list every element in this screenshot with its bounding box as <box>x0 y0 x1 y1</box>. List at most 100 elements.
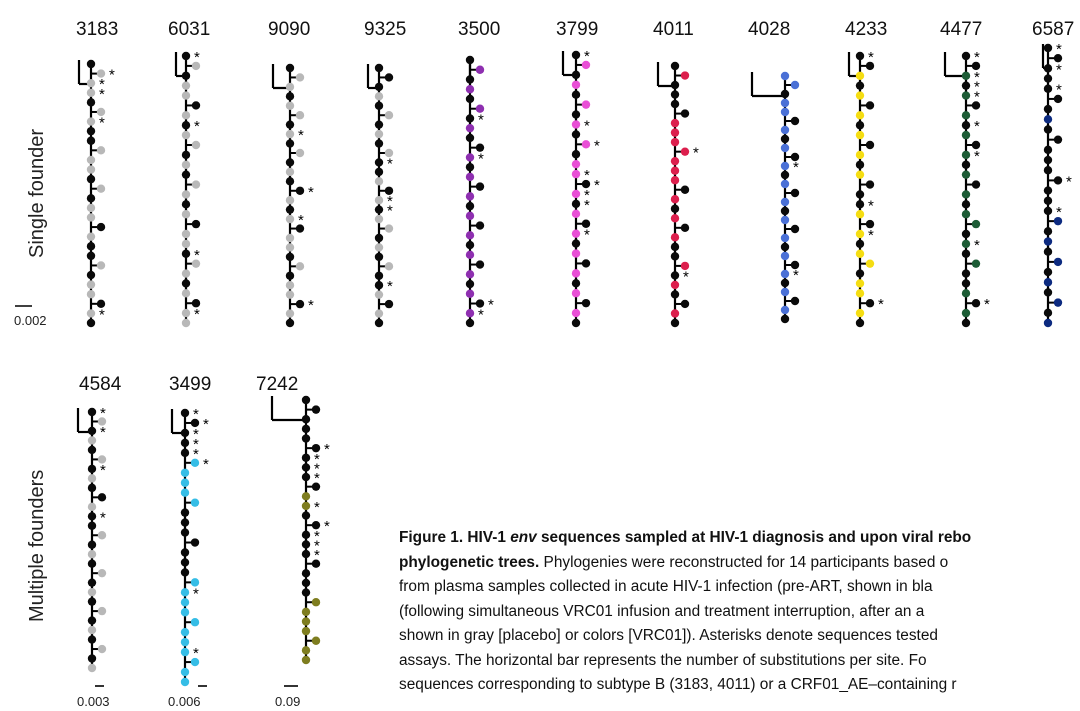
sequence-tip <box>86 165 96 174</box>
sequence-tip <box>475 260 485 269</box>
sequence-tip <box>181 81 191 90</box>
sequence-tip <box>790 224 800 234</box>
sequence-tip <box>571 239 581 248</box>
sequence-tip <box>790 152 800 162</box>
sequence-tip <box>87 512 97 521</box>
sequence-tip <box>571 90 581 99</box>
tested-asterisk: * <box>974 89 980 106</box>
sequence-tip <box>1043 125 1053 134</box>
sequence-tip <box>181 91 191 100</box>
tree-label-3183: 3183 <box>76 19 119 40</box>
sequence-tip <box>301 424 311 434</box>
sequence-tip <box>961 190 971 199</box>
sequence-tip <box>465 133 475 143</box>
sequence-tip <box>961 91 971 100</box>
sequence-tip <box>191 61 201 71</box>
sequence-tip <box>301 453 311 462</box>
sequence-tip <box>285 82 295 92</box>
sequence-tip <box>180 667 190 677</box>
tested-asterisk: * <box>974 49 980 66</box>
tested-asterisk: * <box>1056 82 1062 99</box>
sequence-tip <box>571 110 581 119</box>
sequence-tip <box>680 299 690 309</box>
sequence-tip <box>301 530 311 540</box>
sequence-tip <box>465 270 475 279</box>
sequence-tip <box>86 117 96 126</box>
tested-asterisk: * <box>868 227 874 244</box>
sequence-tip <box>961 111 971 120</box>
sequence-tip <box>971 140 981 150</box>
sequence-tip <box>780 242 790 252</box>
sequence-tip <box>180 558 190 567</box>
sequence-tip <box>374 82 384 92</box>
sequence-tip <box>571 169 581 179</box>
sequence-tip <box>86 318 96 328</box>
sequence-tip <box>855 318 865 328</box>
sequence-tip <box>87 426 97 436</box>
sequence-tip <box>961 318 971 328</box>
sequence-tip <box>190 418 200 428</box>
tree-label-4584: 4584 <box>79 374 122 395</box>
sequence-tip <box>971 61 981 71</box>
sequence-tip <box>670 195 680 204</box>
sequence-tip <box>790 188 800 198</box>
sequence-tip <box>301 626 311 636</box>
sequence-tip <box>181 200 191 209</box>
sequence-tip <box>670 318 680 328</box>
sequence-tip <box>855 71 865 80</box>
tested-asterisk: * <box>387 278 393 295</box>
sequence-tip <box>465 55 475 65</box>
sequence-tip <box>374 281 384 290</box>
sequence-tip <box>780 98 790 108</box>
sequence-tip <box>780 305 790 315</box>
tested-asterisk: * <box>387 193 393 210</box>
sequence-tip <box>374 309 384 318</box>
sequence-tip <box>1053 94 1063 104</box>
sequence-tip <box>571 209 581 219</box>
tested-asterisk: * <box>194 247 200 264</box>
sequence-tip <box>780 71 790 81</box>
tested-asterisk: * <box>194 49 200 66</box>
sequence-tip <box>1053 135 1063 144</box>
sequence-tip <box>961 289 971 298</box>
sequence-tip <box>374 243 384 252</box>
sequence-tip <box>191 101 201 110</box>
sequence-tip <box>180 518 190 527</box>
tree-label-4011: 4011 <box>653 19 694 40</box>
tested-asterisk: * <box>488 297 494 314</box>
tested-asterisk: * <box>584 197 590 214</box>
sequence-tip <box>295 111 305 120</box>
sequence-tip <box>855 269 865 278</box>
tested-asterisk: * <box>298 127 304 144</box>
tested-asterisk: * <box>974 148 980 165</box>
sequence-tip <box>97 644 107 654</box>
sequence-tip <box>855 190 865 199</box>
scale-bar-label-1: 0.002 <box>14 313 47 328</box>
sequence-tip <box>971 259 981 268</box>
sequence-tip <box>571 229 581 238</box>
sequence-tip <box>865 299 875 308</box>
tested-asterisk: * <box>314 528 320 545</box>
sequence-tip <box>961 239 971 249</box>
sequence-tip <box>961 81 971 90</box>
sequence-tip <box>285 63 295 73</box>
sequence-tip <box>374 63 384 73</box>
sequence-tip <box>384 262 394 271</box>
sequence-tip <box>285 214 295 224</box>
sequence-tip <box>680 185 690 194</box>
sequence-tip <box>780 287 790 297</box>
sequence-tip <box>971 101 981 110</box>
sequence-tip <box>87 436 97 445</box>
sequence-tip <box>971 299 981 308</box>
sequence-tip <box>301 415 311 424</box>
sequence-tip <box>1043 288 1053 297</box>
sequence-tip <box>780 170 790 180</box>
sequence-tip <box>86 59 96 69</box>
sequence-tip <box>181 279 191 288</box>
tested-asterisk: * <box>1056 204 1062 221</box>
tested-asterisk: * <box>974 118 980 135</box>
sequence-tip <box>855 51 865 61</box>
tested-asterisk: * <box>584 227 590 244</box>
sequence-tip <box>465 279 475 289</box>
scale-bar-label-4: 0.09 <box>275 694 301 709</box>
